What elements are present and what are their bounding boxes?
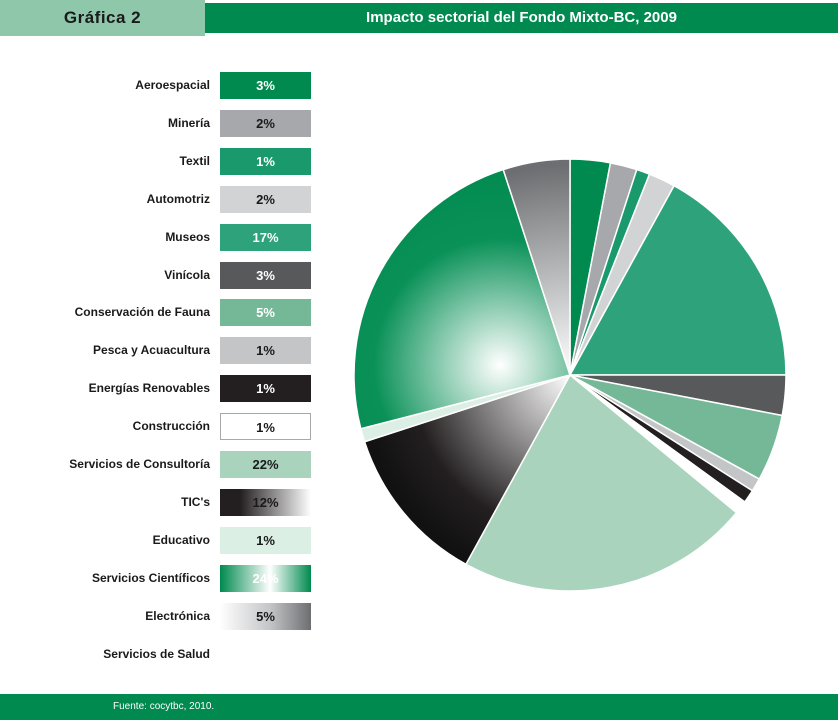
legend-item: Electrónica 5% (0, 603, 320, 630)
chart-header: Gráfica 2 Impacto sectorial del Fondo Mi… (0, 0, 838, 36)
chart-title: Impacto sectorial del Fondo Mixto-BC, 20… (205, 3, 838, 33)
legend-swatch: 5% (220, 299, 311, 326)
legend-item: Construcción 1% (0, 413, 320, 440)
pie-slice (363, 373, 572, 566)
legend-swatch: 24% (220, 565, 311, 592)
legend-swatch: 1% (220, 527, 311, 554)
legend-swatch: 5% (220, 603, 311, 630)
legend-label: Electrónica (145, 609, 210, 623)
legend-swatch: 22% (220, 451, 311, 478)
legend-label: Textil (179, 154, 210, 168)
legend-item: Vinícola 3% (0, 262, 320, 289)
legend-label: Servicios de Consultoría (69, 457, 210, 471)
pie-chart (353, 158, 787, 592)
legend-label: TIC's (181, 495, 210, 509)
legend-swatch: 1% (220, 148, 311, 175)
legend-item: Servicios Científicos 24% (0, 565, 320, 592)
legend-label: Minería (167, 116, 210, 130)
legend-item: TIC's 12% (0, 489, 320, 516)
legend-swatch: 1% (220, 375, 311, 402)
legend-item: Textil 1% (0, 148, 320, 175)
legend-item: Museos 17% (0, 224, 320, 251)
pie-slice (568, 184, 787, 376)
legend-swatch: 1% (220, 337, 311, 364)
legend-item: Energías Renovables 1% (0, 375, 320, 402)
pie-slice (353, 168, 571, 430)
legend-item: Servicios de Consultoría 22% (0, 451, 320, 478)
legend-item: Educativo 1% (0, 527, 320, 554)
legend-label: Vinícola (164, 268, 210, 282)
figure-tag: Gráfica 2 (0, 0, 205, 36)
legend-swatch: 17% (220, 224, 311, 251)
legend-label: Museos (165, 230, 210, 244)
legend-swatch: 1% (220, 413, 311, 440)
legend-swatch: 12% (220, 489, 311, 516)
legend-label: Educativo (152, 533, 210, 547)
pie-slice (502, 158, 571, 376)
legend-item: Pesca y Acuacultura 1% (0, 337, 320, 364)
legend-item: Conservación de Fauna 5% (0, 299, 320, 326)
legend-item: Automotriz 2% (0, 186, 320, 213)
legend-swatch: 2% (220, 110, 311, 137)
legend-label: Servicios Científicos (91, 571, 210, 585)
legend-label: Conservación de Fauna (74, 305, 210, 319)
legend-swatch: 3% (220, 262, 311, 289)
legend-item: Minería 2% (0, 110, 320, 137)
legend-label: Aeroespacial (135, 78, 210, 92)
legend-swatch: 3% (220, 72, 311, 99)
legend-label: Construcción (132, 419, 210, 433)
legend-swatch: 2% (220, 186, 311, 213)
pie-slice (464, 373, 738, 592)
legend-label: Automotriz (146, 192, 210, 206)
legend-item: Aeroespacial 3% (0, 72, 320, 99)
legend-label: Servicios de Salud (103, 647, 210, 661)
legend-label: Energías Renovables (88, 381, 210, 395)
legend-label: Pesca y Acuacultura (93, 343, 210, 357)
source-note: Fuente: cocytbc, 2010. (113, 701, 215, 712)
source-footer: Fuente: cocytbc, 2010. (0, 694, 838, 720)
legend-item: Servicios de Salud (0, 641, 320, 668)
